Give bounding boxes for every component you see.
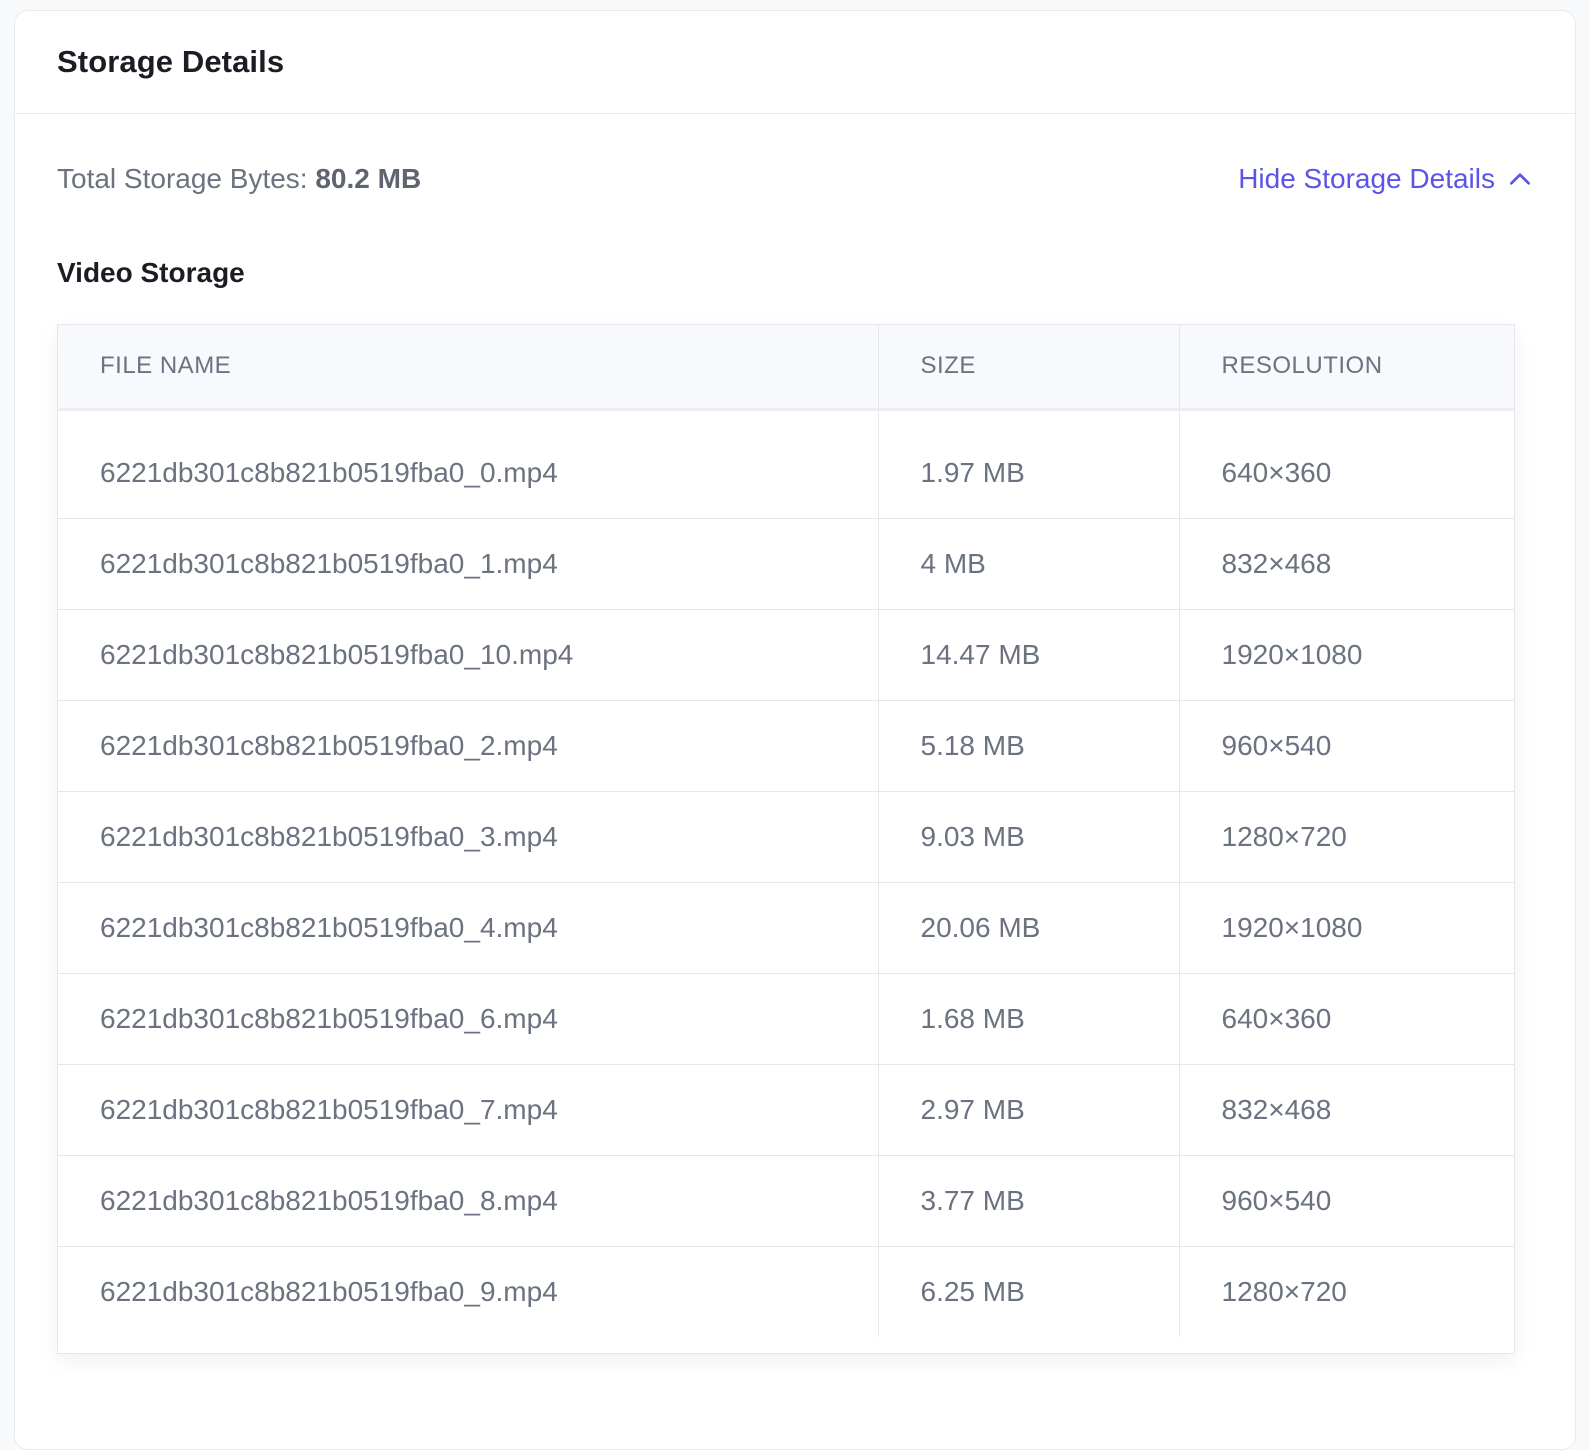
cell-resolution: 1920×1080 [1179,882,1514,974]
cell-file-name: 6221db301c8b821b0519fba0_2.mp4 [58,700,879,792]
cell-resolution: 1280×720 [1179,791,1514,883]
column-header-resolution: RESOLUTION [1179,325,1514,411]
cell-resolution: 960×540 [1179,700,1514,792]
cell-resolution: 832×468 [1179,518,1514,610]
table-body: 6221db301c8b821b0519fba0_0.mp4 1.97 MB 6… [58,409,1514,1337]
video-storage-table: FILE NAME SIZE RESOLUTION 6221db301c8b82… [58,325,1514,1337]
total-storage: Total Storage Bytes: 80.2 MB [57,163,421,195]
table-row: 6221db301c8b821b0519fba0_7.mp4 2.97 MB 8… [58,1064,1514,1156]
video-storage-title: Video Storage [57,257,245,288]
table-row: 6221db301c8b821b0519fba0_6.mp4 1.68 MB 6… [58,973,1514,1065]
table-header: FILE NAME SIZE RESOLUTION [58,325,1514,411]
cell-file-name: 6221db301c8b821b0519fba0_8.mp4 [58,1155,879,1247]
cell-resolution: 960×540 [1179,1155,1514,1247]
cell-resolution: 640×360 [1179,973,1514,1065]
cell-size: 6.25 MB [878,1246,1180,1337]
cell-size: 14.47 MB [878,609,1180,701]
column-header-file-name: FILE NAME [58,325,879,411]
storage-summary: Total Storage Bytes: 80.2 MB Hide Storag… [57,159,1533,199]
cell-size: 3.77 MB [878,1155,1180,1247]
cell-file-name: 6221db301c8b821b0519fba0_6.mp4 [58,973,879,1065]
total-storage-value: 80.2 MB [315,163,422,194]
video-storage-table-container: FILE NAME SIZE RESOLUTION 6221db301c8b82… [57,324,1515,1354]
cell-size: 1.97 MB [878,409,1180,519]
page-title: Storage Details [57,44,285,79]
card-header: Storage Details [15,11,1575,114]
cell-size: 4 MB [878,518,1180,610]
storage-details-card: Storage Details Total Storage Bytes: 80.… [14,10,1576,1450]
column-header-size: SIZE [878,325,1180,411]
cell-resolution: 1920×1080 [1179,609,1514,701]
hide-storage-details-link[interactable]: Hide Storage Details [1238,163,1533,195]
table-row: 6221db301c8b821b0519fba0_3.mp4 9.03 MB 1… [58,791,1514,883]
table-row: 6221db301c8b821b0519fba0_0.mp4 1.97 MB 6… [58,409,1514,519]
cell-file-name: 6221db301c8b821b0519fba0_3.mp4 [58,791,879,883]
table-row: 6221db301c8b821b0519fba0_4.mp4 20.06 MB … [58,882,1514,974]
cell-resolution: 1280×720 [1221,1275,1347,1307]
cell-file-name: 6221db301c8b821b0519fba0_7.mp4 [58,1064,879,1156]
cell-size: 5.18 MB [878,700,1180,792]
cell-file-name: 6221db301c8b821b0519fba0_0.mp4 [58,409,879,519]
cell-size: 20.06 MB [878,882,1180,974]
table-row: 6221db301c8b821b0519fba0_1.mp4 4 MB 832×… [58,518,1514,610]
cell-resolution: 832×468 [1179,1064,1514,1156]
table-row: 6221db301c8b821b0519fba0_2.mp4 5.18 MB 9… [58,700,1514,792]
hide-storage-details-label: Hide Storage Details [1238,163,1495,194]
table-row: 6221db301c8b821b0519fba0_8.mp4 3.77 MB 9… [58,1155,1514,1247]
table-row: 6221db301c8b821b0519fba0_9.mp4 6.25 MB 1… [58,1246,1514,1337]
cell-size: 9.03 MB [878,791,1180,883]
chevron-up-icon [1509,173,1531,185]
total-storage-label: Total Storage Bytes: [57,163,308,194]
cell-size: 1.68 MB [878,973,1180,1065]
cell-size: 2.97 MB [878,1064,1180,1156]
cell-resolution: 640×360 [1179,409,1514,519]
cell-file-name: 6221db301c8b821b0519fba0_1.mp4 [58,518,879,610]
cell-file-name: 6221db301c8b821b0519fba0_4.mp4 [58,882,879,974]
cell-file-name: 6221db301c8b821b0519fba0_9.mp4 [58,1246,879,1337]
table-row: 6221db301c8b821b0519fba0_10.mp4 14.47 MB… [58,609,1514,701]
cell-file-name: 6221db301c8b821b0519fba0_10.mp4 [58,609,879,701]
